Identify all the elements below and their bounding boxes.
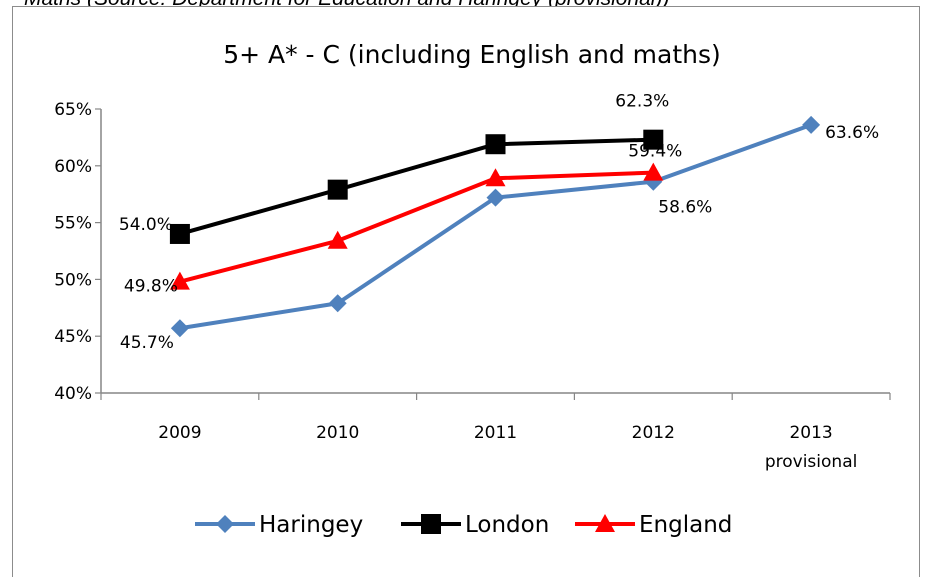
y-tick-label: 65% — [54, 100, 92, 120]
data-point-england — [327, 230, 348, 249]
legend-marker-london — [421, 514, 441, 534]
line-chart: 5+ A* - C (including English and maths) … — [54, 40, 891, 538]
legend-marker-england — [595, 514, 615, 532]
data-label-haringey: 58.6% — [658, 198, 712, 218]
data-point-london — [327, 179, 348, 200]
series-line-haringey — [179, 123, 812, 331]
x-tick-label: 2011 — [474, 423, 517, 443]
chart-axes: 40% 45% 50% 55% 60% 65% 2009 2010 2011 2012 2013 pr… — [54, 100, 891, 472]
x-tick-label: 2009 — [158, 423, 201, 443]
chart-legend: Haringey London England — [195, 512, 732, 538]
legend-label-haringey: Haringey — [259, 512, 363, 538]
figure-caption: Maths (Source: Department for Education … — [24, 0, 924, 11]
x-tick-label: 2010 — [316, 423, 359, 443]
data-point-haringey — [328, 294, 347, 313]
data-point-england — [643, 162, 664, 181]
data-point-england — [169, 271, 190, 290]
data-labels: 45.7% 58.6% 63.6% 54.0% 62.3% 49.8% 59.4% — [119, 92, 879, 354]
legend-marker-haringey — [216, 515, 234, 533]
x-tick-label: provisional — [765, 452, 858, 472]
data-point-haringey — [486, 188, 505, 207]
y-tick-label: 40% — [54, 384, 92, 404]
series-line-london — [179, 137, 654, 236]
x-tick-label: 2013 — [789, 423, 832, 443]
data-point-haringey — [802, 115, 821, 134]
data-label-london: 54.0% — [119, 215, 173, 235]
y-tick-label: 60% — [54, 157, 92, 177]
data-label-england: 49.8% — [124, 277, 178, 297]
y-tick-label: 50% — [54, 270, 92, 290]
x-tick-label: 2012 — [632, 423, 675, 443]
data-point-london — [485, 134, 506, 155]
data-label-haringey: 45.7% — [120, 333, 174, 353]
data-point-london — [169, 223, 190, 244]
data-point-london — [643, 129, 664, 150]
data-label-england: 59.4% — [628, 142, 682, 162]
data-label-haringey: 63.6% — [825, 123, 879, 143]
chart-frame — [12, 6, 920, 577]
series-line-england — [179, 170, 654, 284]
data-label-london: 62.3% — [615, 92, 669, 112]
chart-lines — [169, 115, 821, 338]
y-tick-label: 45% — [54, 327, 92, 347]
legend-label-england: England — [639, 512, 732, 538]
y-tick-label: 55% — [54, 214, 92, 234]
chart-title: 5+ A* - C (including English and maths) — [223, 40, 721, 69]
legend-label-london: London — [465, 512, 549, 538]
data-point-haringey — [170, 319, 189, 338]
data-point-england — [485, 168, 506, 187]
